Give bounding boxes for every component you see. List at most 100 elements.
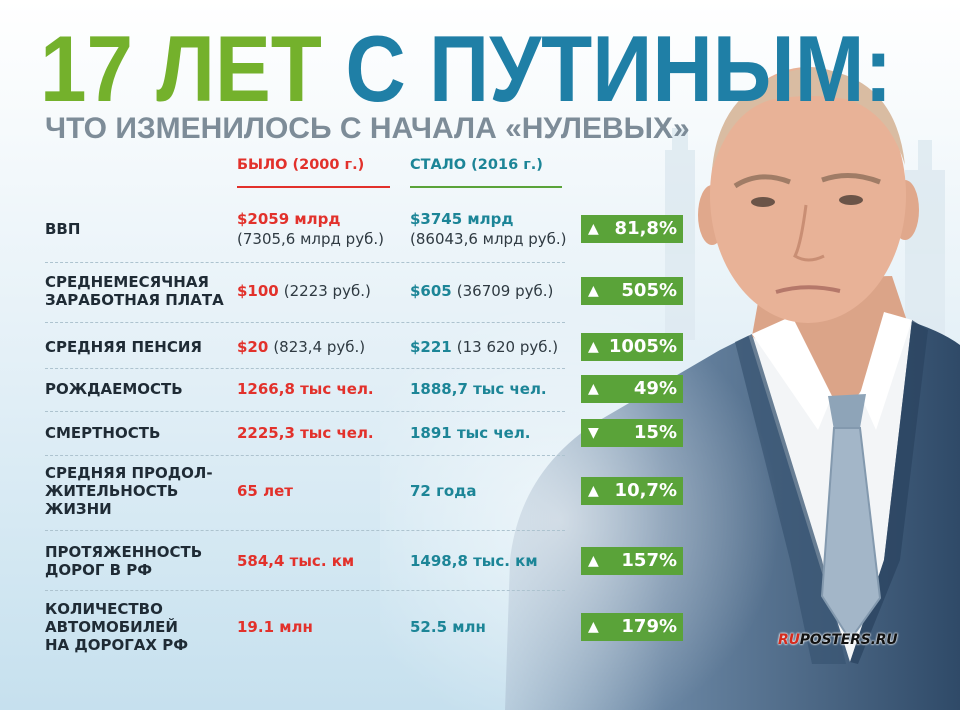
- value-2000: $100 (2223 руб.): [237, 261, 371, 321]
- value-note: (86043,6 млрд руб.): [410, 230, 567, 248]
- row-label: СМЕРТНОСТЬ: [45, 403, 235, 463]
- row-label: СРЕДНЯЯ ПРОДОЛ- ЖИТЕЛЬНОСТЬ ЖИЗНИ: [45, 461, 235, 521]
- arrow-up-icon: ▲: [588, 283, 599, 299]
- value-main: $100: [237, 282, 279, 300]
- value-note: (823,4 руб.): [273, 338, 366, 356]
- arrow-up-icon: ▲: [588, 483, 599, 499]
- stat-row-births: РОЖДАЕМОСТЬ 1266,8 тыс чел. 1888,7 тыс ч…: [0, 359, 700, 419]
- change-value: 81,8%: [614, 218, 677, 239]
- value-2016: 52.5 млн: [410, 597, 486, 657]
- value-2000: 2225,3 тыс чел.: [237, 403, 374, 463]
- value-2000: 584,4 тыс. км: [237, 531, 354, 591]
- change-badge: ▲ 81,8%: [581, 215, 683, 243]
- title-name: С ПУТИНЫМ:: [345, 16, 893, 121]
- row-label: ПРОТЯЖЕННОСТЬ ДОРОГ В РФ: [45, 531, 235, 591]
- arrow-up-icon: ▲: [588, 339, 599, 355]
- change-value: 10,7%: [614, 480, 677, 501]
- value-main: 52.5 млн: [410, 618, 486, 636]
- value-main: $3745 млрд: [410, 210, 514, 228]
- stat-row-roads: ПРОТЯЖЕННОСТЬ ДОРОГ В РФ 584,4 тыс. км 1…: [0, 531, 700, 591]
- row-label-line: ЗАРАБОТНАЯ ПЛАТА: [45, 291, 224, 309]
- value-2016: $3745 млрд (86043,6 млрд руб.): [410, 199, 566, 259]
- row-label-line: ДОРОГ В РФ: [45, 561, 153, 579]
- arrow-up-icon: ▲: [588, 619, 599, 635]
- row-divider: [45, 530, 565, 531]
- row-label-line: СРЕДНЕМЕСЯЧНАЯ: [45, 273, 209, 291]
- column-header-after: СТАЛО (2016 г.): [410, 157, 543, 173]
- value-main: $20: [237, 338, 269, 356]
- change-value: 157%: [621, 550, 677, 571]
- arrow-up-icon: ▲: [588, 381, 599, 397]
- change-badge: ▲ 10,7%: [581, 477, 683, 505]
- row-label-line: ВВП: [45, 220, 81, 238]
- logo-accent: RU: [778, 632, 800, 648]
- value-2000: $2059 млрд (7305,6 млрд руб.): [237, 199, 384, 259]
- row-label-line: ЖИТЕЛЬНОСТЬ: [45, 482, 179, 500]
- row-label: РОЖДАЕМОСТЬ: [45, 359, 235, 419]
- row-label-line: НА ДОРОГАХ РФ: [45, 636, 189, 654]
- value-2000: 65 лет: [237, 461, 293, 521]
- value-2016: $605 (36709 руб.): [410, 261, 553, 321]
- row-divider: [45, 411, 565, 412]
- stat-row-deaths: СМЕРТНОСТЬ 2225,3 тыс чел. 1891 тыс чел.…: [0, 403, 700, 463]
- title-years: 17 ЛЕТ: [40, 16, 322, 121]
- arrow-up-icon: ▲: [588, 221, 599, 237]
- row-label-line: РОЖДАЕМОСТЬ: [45, 380, 183, 398]
- value-2000: $20 (823,4 руб.): [237, 317, 365, 377]
- column-underline-after: [410, 186, 562, 188]
- change-badge: ▲ 1005%: [581, 333, 683, 361]
- value-main: 2225,3 тыс чел.: [237, 424, 374, 442]
- value-main: 1266,8 тыс чел.: [237, 380, 374, 398]
- change-value: 505%: [621, 280, 677, 301]
- row-label: ВВП: [45, 199, 235, 259]
- row-divider: [45, 590, 565, 591]
- row-label-line: ПРОТЯЖЕННОСТЬ: [45, 543, 203, 561]
- arrow-up-icon: ▲: [588, 553, 599, 569]
- value-note: (13 620 руб.): [456, 338, 559, 356]
- change-value: 1005%: [608, 336, 677, 357]
- stat-row-pension: СРЕДНЯЯ ПЕНСИЯ $20 (823,4 руб.) $221 (13…: [0, 317, 700, 377]
- logo-rest: POSTERS.RU: [799, 632, 898, 648]
- value-main: $2059 млрд: [237, 210, 341, 228]
- change-badge: ▲ 179%: [581, 613, 683, 641]
- value-main: 65 лет: [237, 482, 293, 500]
- value-main: 72 года: [410, 482, 477, 500]
- row-label-line: СМЕРТНОСТЬ: [45, 424, 161, 442]
- row-divider: [45, 322, 565, 323]
- row-divider: [45, 262, 565, 263]
- arrow-down-icon: ▼: [588, 425, 599, 441]
- stat-row-gdp: ВВП $2059 млрд (7305,6 млрд руб.) $3745 …: [0, 199, 700, 259]
- column-underline-before: [237, 186, 390, 188]
- row-label: СРЕДНЕМЕСЯЧНАЯ ЗАРАБОТНАЯ ПЛАТА: [45, 261, 235, 321]
- change-value: 15%: [633, 422, 677, 443]
- change-badge: ▲ 505%: [581, 277, 683, 305]
- row-divider: [45, 368, 565, 369]
- value-main: $605: [410, 282, 452, 300]
- value-2016: $221 (13 620 руб.): [410, 317, 558, 377]
- column-header-before: БЫЛО (2000 г.): [237, 157, 365, 173]
- value-main: 1891 тыс чел.: [410, 424, 531, 442]
- stat-row-salary: СРЕДНЕМЕСЯЧНАЯ ЗАРАБОТНАЯ ПЛАТА $100 (22…: [0, 261, 700, 321]
- value-2016: 1888,7 тыс чел.: [410, 359, 547, 419]
- change-value: 49%: [633, 378, 677, 399]
- row-label-line: ЖИЗНИ: [45, 500, 112, 518]
- value-main: 1888,7 тыс чел.: [410, 380, 547, 398]
- change-badge: ▲ 49%: [581, 375, 683, 403]
- page-subtitle: ЧТО ИЗМЕНИЛОСЬ С НАЧАЛА «НУЛЕВЫХ»: [45, 112, 690, 145]
- stat-row-cars: КОЛИЧЕСТВО АВТОМОБИЛЕЙ НА ДОРОГАХ РФ 19.…: [0, 597, 700, 657]
- value-note: (2223 руб.): [283, 282, 371, 300]
- value-2000: 19.1 млн: [237, 597, 313, 657]
- row-label-line: КОЛИЧЕСТВО: [45, 600, 163, 618]
- row-label: КОЛИЧЕСТВО АВТОМОБИЛЕЙ НА ДОРОГАХ РФ: [45, 597, 235, 657]
- change-value: 179%: [621, 616, 677, 637]
- change-badge: ▼ 15%: [581, 419, 683, 447]
- row-label: СРЕДНЯЯ ПЕНСИЯ: [45, 317, 235, 377]
- value-2016: 72 года: [410, 461, 476, 521]
- value-note: (36709 руб.): [456, 282, 554, 300]
- value-main: 1498,8 тыс. км: [410, 552, 538, 570]
- value-main: $221: [410, 338, 452, 356]
- ruposters-logo: RUPOSTERS.RU: [778, 631, 898, 649]
- row-label-line: АВТОМОБИЛЕЙ: [45, 618, 178, 636]
